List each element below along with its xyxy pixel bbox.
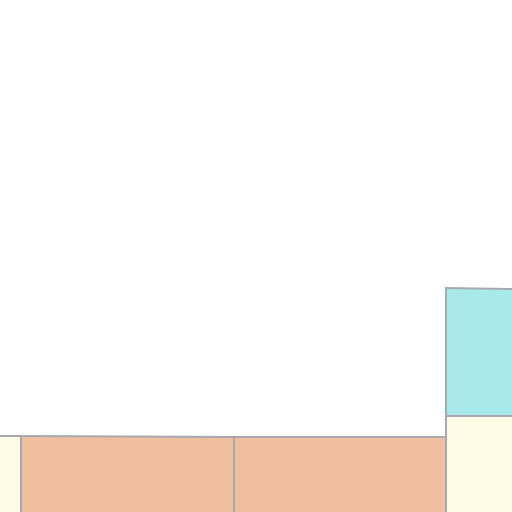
- region-peach-right: [234, 437, 446, 512]
- region-cyan: [446, 288, 512, 416]
- region-cream-left: [0, 436, 21, 512]
- border-line: [0, 435, 446, 438]
- region-cream-right: [446, 416, 512, 512]
- region-peach-left: [21, 436, 234, 512]
